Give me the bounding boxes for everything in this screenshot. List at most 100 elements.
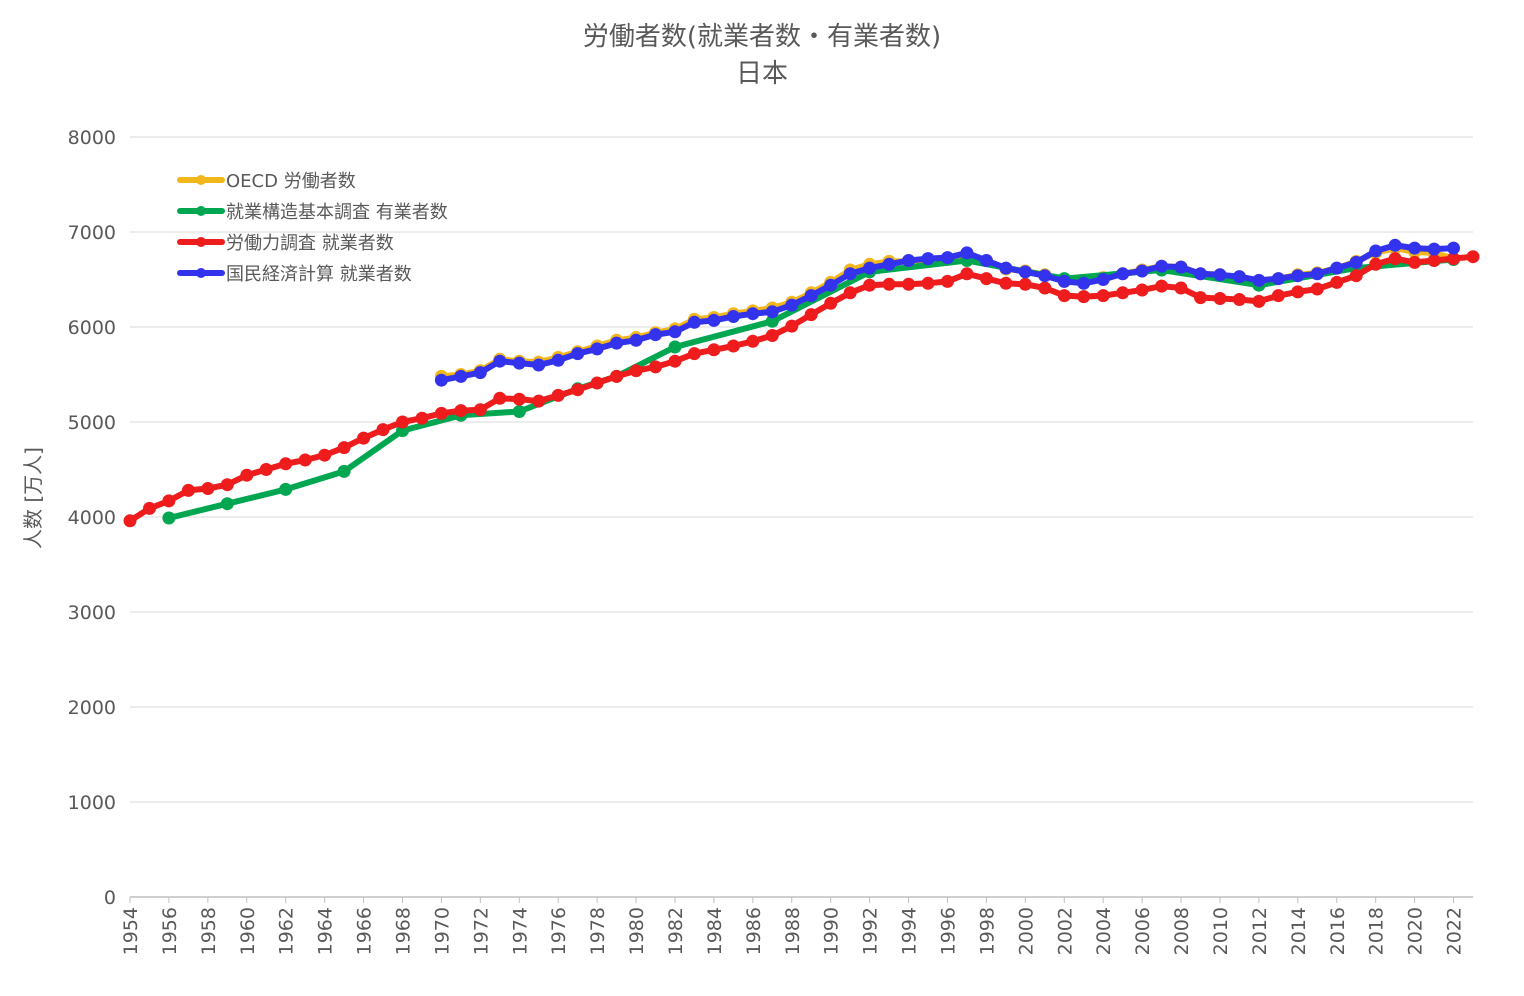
- data-point: [1291, 285, 1305, 299]
- data-point: [765, 305, 779, 319]
- data-point: [824, 296, 838, 310]
- legend-label: 労働力調査 就業者数: [226, 233, 394, 254]
- x-axis-ticks: 1954 1956 1958 1960 1962 1964 1966 1968 1970 1972…: [120, 897, 1466, 955]
- legend-item: 国民経済計算 就業者数: [177, 264, 412, 285]
- data-point: [1271, 289, 1285, 303]
- x-tick-label: 2014: [1288, 907, 1310, 955]
- data-point: [921, 252, 935, 266]
- data-point: [279, 482, 293, 496]
- x-tick-label: 2000: [1015, 907, 1037, 955]
- x-tick-label: 1958: [198, 907, 220, 955]
- x-tick-label: 1962: [276, 907, 298, 955]
- data-point: [1018, 265, 1032, 279]
- x-tick-label: 2002: [1054, 907, 1076, 955]
- data-point: [726, 339, 740, 353]
- data-point: [1194, 291, 1207, 305]
- data-point: [1408, 255, 1422, 269]
- y-tick-label: 5000: [68, 412, 116, 434]
- x-tick-label: 1978: [587, 907, 609, 955]
- data-point: [1349, 255, 1363, 269]
- data-point: [454, 404, 468, 418]
- data-point: [843, 267, 857, 281]
- data-point: [1038, 269, 1052, 283]
- data-point: [512, 356, 526, 370]
- x-tick-label: 2006: [1132, 907, 1154, 955]
- legend-label: 就業構造基本調査 有業者数: [226, 202, 448, 223]
- data-point: [1213, 292, 1227, 305]
- data-point: [1096, 289, 1110, 303]
- data-point: [843, 286, 857, 300]
- data-point: [181, 483, 195, 497]
- data-point: [960, 246, 974, 260]
- data-point: [863, 278, 877, 292]
- x-tick-label: 1964: [315, 907, 337, 955]
- data-point: [1388, 238, 1402, 252]
- data-point: [1135, 264, 1149, 278]
- data-point: [941, 274, 954, 288]
- data-point: [259, 463, 273, 476]
- data-point: [1194, 267, 1207, 281]
- data-point: [551, 353, 565, 367]
- data-point: [590, 376, 604, 390]
- data-point: [376, 423, 390, 437]
- y-tick-label: 4000: [68, 507, 116, 529]
- data-point: [162, 494, 176, 508]
- data-point: [1252, 294, 1266, 308]
- data-point: [1447, 252, 1460, 266]
- data-point: [1427, 242, 1441, 256]
- x-tick-label: 1986: [743, 907, 765, 955]
- legend-marker: [196, 175, 206, 185]
- data-point: [804, 308, 818, 322]
- data-point: [123, 514, 137, 528]
- data-point: [396, 415, 409, 429]
- data-point: [201, 482, 215, 495]
- data-point: [415, 411, 429, 425]
- data-point: [512, 392, 526, 406]
- data-point: [960, 267, 974, 281]
- x-tick-label: 2016: [1327, 907, 1349, 955]
- data-point: [668, 340, 682, 354]
- x-tick-label: 1988: [782, 907, 804, 955]
- legend-label: OECD 労働者数: [226, 171, 356, 192]
- y-tick-label: 7000: [68, 222, 116, 244]
- data-point: [999, 276, 1013, 290]
- x-tick-label: 2004: [1093, 907, 1115, 955]
- data-point: [1057, 289, 1071, 303]
- data-point: [765, 329, 779, 342]
- legend-item: 就業構造基本調査 有業者数: [177, 202, 448, 223]
- data-point: [921, 276, 935, 290]
- data-point: [220, 478, 234, 492]
- data-point: [1155, 279, 1169, 293]
- data-point: [1291, 269, 1305, 283]
- data-point: [590, 342, 604, 356]
- x-tick-label: 1984: [704, 907, 726, 955]
- series-3: [123, 250, 1480, 528]
- data-point: [571, 347, 585, 361]
- legend-item: 労働力調査 就業者数: [177, 233, 394, 254]
- data-point: [785, 319, 799, 333]
- chart-title: 労働者数(就業者数・有業者数): [583, 22, 941, 52]
- data-point: [1408, 241, 1422, 255]
- x-tick-label: 1992: [860, 907, 882, 955]
- data-point: [785, 298, 799, 312]
- data-point: [804, 289, 818, 303]
- data-point: [551, 388, 565, 402]
- legend-marker: [196, 268, 206, 278]
- data-point: [668, 354, 682, 368]
- series-layer: [123, 238, 1480, 528]
- x-tick-label: 1968: [392, 907, 414, 955]
- data-point: [473, 403, 487, 417]
- x-tick-label: 1956: [159, 907, 181, 955]
- data-point: [707, 343, 721, 357]
- data-point: [143, 501, 156, 515]
- data-point: [765, 314, 779, 328]
- data-point: [863, 261, 877, 275]
- legend-marker: [196, 237, 206, 247]
- data-point: [1155, 259, 1169, 273]
- data-point: [1232, 270, 1246, 284]
- y-tick-label: 2000: [68, 697, 116, 719]
- data-point: [979, 254, 993, 267]
- data-point: [1369, 257, 1383, 271]
- data-point: [279, 457, 293, 471]
- x-tick-label: 1996: [937, 907, 959, 955]
